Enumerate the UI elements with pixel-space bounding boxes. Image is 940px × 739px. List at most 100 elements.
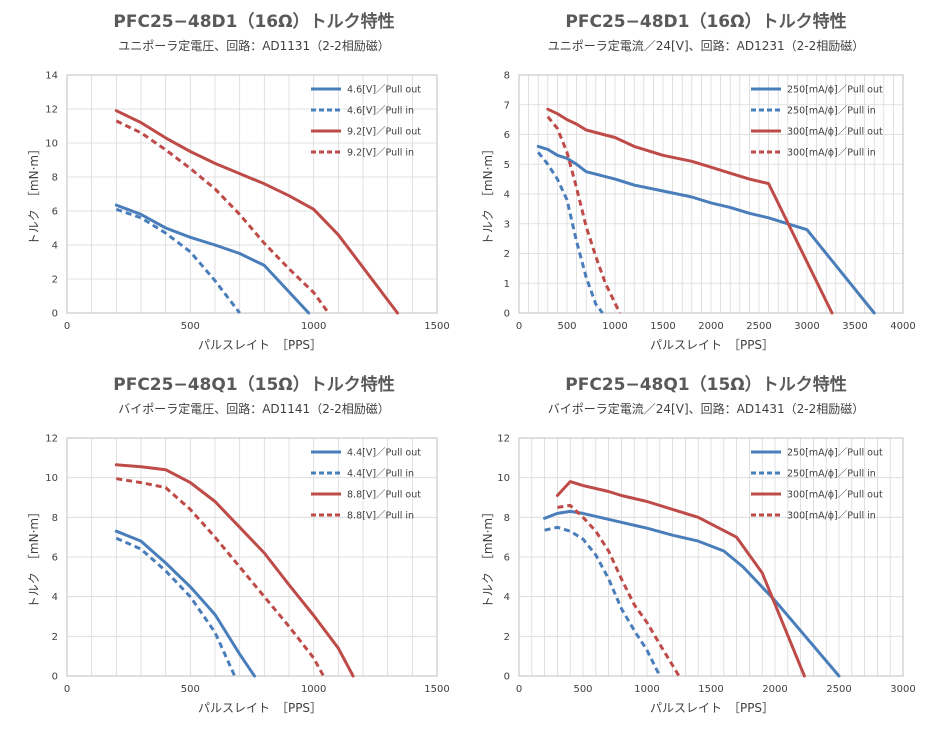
y-tick-label: 0 — [52, 672, 58, 683]
y-tick-label: 7 — [504, 100, 510, 111]
y-tick-label: 12 — [497, 434, 510, 445]
x-tick-label: 0 — [64, 684, 70, 695]
series-line-2 — [115, 207, 241, 314]
y-tick-label: 10 — [45, 473, 58, 484]
y-tick-label: 8 — [52, 173, 58, 184]
legend-label: 4.6[V]／Pull out — [347, 85, 421, 96]
series-line-4 — [557, 503, 681, 677]
x-tick-label: 500 — [181, 321, 200, 332]
x-tick-label: 1000 — [602, 321, 627, 332]
x-tick-label: 0 — [516, 684, 522, 695]
legend: 250[mA/ϕ]／Pull out 250[mA/ϕ]／Pull in 300[m… — [751, 448, 883, 522]
legend-label: 250[mA/ϕ]／Pull out — [787, 448, 883, 459]
legend-label: 4.4[V]／Pull in — [347, 469, 414, 480]
y-tick-label: 6 — [504, 130, 510, 141]
legend-label: 250[mA/ϕ]／Pull in — [787, 106, 876, 117]
y-tick-label: 8 — [504, 71, 510, 82]
y-tick-label: 14 — [45, 71, 58, 82]
series-line-3 — [114, 463, 355, 678]
y-tick-label: 2 — [52, 275, 58, 286]
y-axis-label: トルク ［mN·m］ — [481, 143, 495, 245]
x-tick-label: 3500 — [842, 321, 867, 332]
x-tick-label: 0 — [64, 321, 70, 332]
series-line-3 — [555, 480, 806, 678]
chart-title: PFC25−48D1（16Ω）トルク特性 — [565, 11, 846, 32]
chart-subtitle: ユニポーラ定電流／24[V]、回路：AD1231（2-2相励磁） — [548, 38, 864, 53]
x-axis-label: パルスレイト ［PPS］ — [650, 338, 774, 352]
y-tick-label: 1 — [504, 279, 510, 290]
x-tick-label: 4000 — [890, 321, 915, 332]
chart-subtitle: ユニポーラ定電圧、回路：AD1131（2-2相励磁） — [118, 38, 390, 53]
legend-label: 300[mA/ϕ]／Pull out — [787, 127, 883, 138]
series-line-3 — [546, 107, 834, 315]
plot-area — [518, 437, 904, 677]
series-line-1 — [543, 509, 841, 678]
x-tick-label: 1000 — [634, 684, 659, 695]
legend: 250[mA/ϕ]／Pull out 250[mA/ϕ]／Pull in 300[m… — [751, 85, 883, 159]
plot-area — [66, 437, 438, 677]
chart-subtitle: バイポーラ定電流／24[V]、回路：AD1431（2-2相励磁） — [548, 401, 864, 416]
y-tick-label: 4 — [52, 592, 58, 603]
y-tick-label: 8 — [504, 513, 510, 524]
legend-label: 250[mA/ϕ]／Pull in — [787, 469, 876, 480]
x-tick-label: 1500 — [424, 684, 449, 695]
y-tick-label: 6 — [52, 207, 58, 218]
y-tick-label: 4 — [504, 592, 510, 603]
x-tick-label: 2500 — [746, 321, 771, 332]
x-tick-label: 1500 — [698, 684, 723, 695]
legend-label: 300[mA/ϕ]／Pull in — [787, 148, 876, 159]
series-line-2 — [544, 525, 662, 677]
y-axis-label: トルク ［mN·m］ — [27, 506, 41, 608]
x-tick-label: 500 — [557, 321, 576, 332]
legend-label: 9.2[V]／Pull in — [347, 148, 414, 159]
legend: 4.4[V]／Pull out 4.4[V]／Pull in 8.8[V]／Pull… — [311, 448, 421, 522]
legend-label: 9.2[V]／Pull out — [347, 127, 421, 138]
legend-label: 250[mA/ϕ]／Pull out — [787, 85, 883, 96]
chart-3: 0 500 1000 1500 0 2 4 6 8 10 12 PFC25−48Q1（15Ω）トルク特… — [27, 374, 450, 715]
y-tick-label: 0 — [504, 672, 510, 683]
x-axis-label: パルスレイト ［PPS］ — [198, 701, 322, 715]
series-line-3 — [114, 109, 399, 315]
x-tick-label: 2500 — [826, 684, 851, 695]
plot-area — [66, 74, 438, 314]
x-axis-label: パルスレイト ［PPS］ — [198, 338, 322, 352]
series-line-1 — [114, 529, 256, 678]
y-tick-label: 4 — [52, 241, 58, 252]
plot-area — [518, 74, 904, 314]
y-tick-label: 5 — [504, 160, 510, 171]
y-tick-label: 0 — [504, 309, 510, 320]
legend-label: 300[mA/ϕ]／Pull out — [787, 490, 883, 501]
y-tick-label: 2 — [52, 632, 58, 643]
chart-subtitle: バイポーラ定電圧、回路：AD1141（2-2相励磁） — [118, 401, 390, 416]
y-tick-label: 2 — [504, 249, 510, 260]
x-tick-label: 1000 — [301, 684, 326, 695]
y-tick-label: 10 — [497, 473, 510, 484]
chart-2: 0 500 1000 1500 2000 2500 3000 3500 4000 0 1 2 3 4 5 6 7… — [481, 11, 916, 352]
y-tick-label: 2 — [504, 632, 510, 643]
legend-label: 4.6[V]／Pull in — [347, 106, 414, 117]
y-tick-label: 6 — [52, 553, 58, 564]
y-tick-label: 4 — [504, 190, 510, 201]
x-tick-label: 1500 — [650, 321, 675, 332]
legend-label: 8.8[V]／Pull out — [347, 490, 421, 501]
series-line-4 — [546, 115, 622, 314]
x-tick-label: 500 — [573, 684, 592, 695]
series-line-2 — [115, 536, 237, 677]
legend: 4.6[V]／Pull out 4.6[V]／Pull in 9.2[V]／Pull… — [311, 85, 421, 159]
x-tick-label: 1000 — [301, 321, 326, 332]
x-tick-label: 3000 — [794, 321, 819, 332]
x-tick-label: 2000 — [762, 684, 787, 695]
y-tick-label: 8 — [52, 513, 58, 524]
y-tick-label: 6 — [504, 553, 510, 564]
x-tick-label: 2000 — [698, 321, 723, 332]
y-tick-label: 0 — [52, 309, 58, 320]
chart-1: 0 500 1000 1500 0 2 4 6 8 10 12 14 PFC25−48D1（16Ω）トル… — [27, 11, 450, 352]
legend-label: 4.4[V]／Pull out — [347, 448, 421, 459]
chart-title: PFC25−48Q1（15Ω）トルク特性 — [565, 374, 847, 395]
series-line-4 — [115, 119, 330, 314]
y-axis-label: トルク ［mN·m］ — [27, 143, 41, 245]
x-tick-label: 3000 — [890, 684, 915, 695]
y-tick-label: 10 — [45, 139, 58, 150]
chart-title: PFC25−48Q1（15Ω）トルク特性 — [113, 374, 395, 395]
